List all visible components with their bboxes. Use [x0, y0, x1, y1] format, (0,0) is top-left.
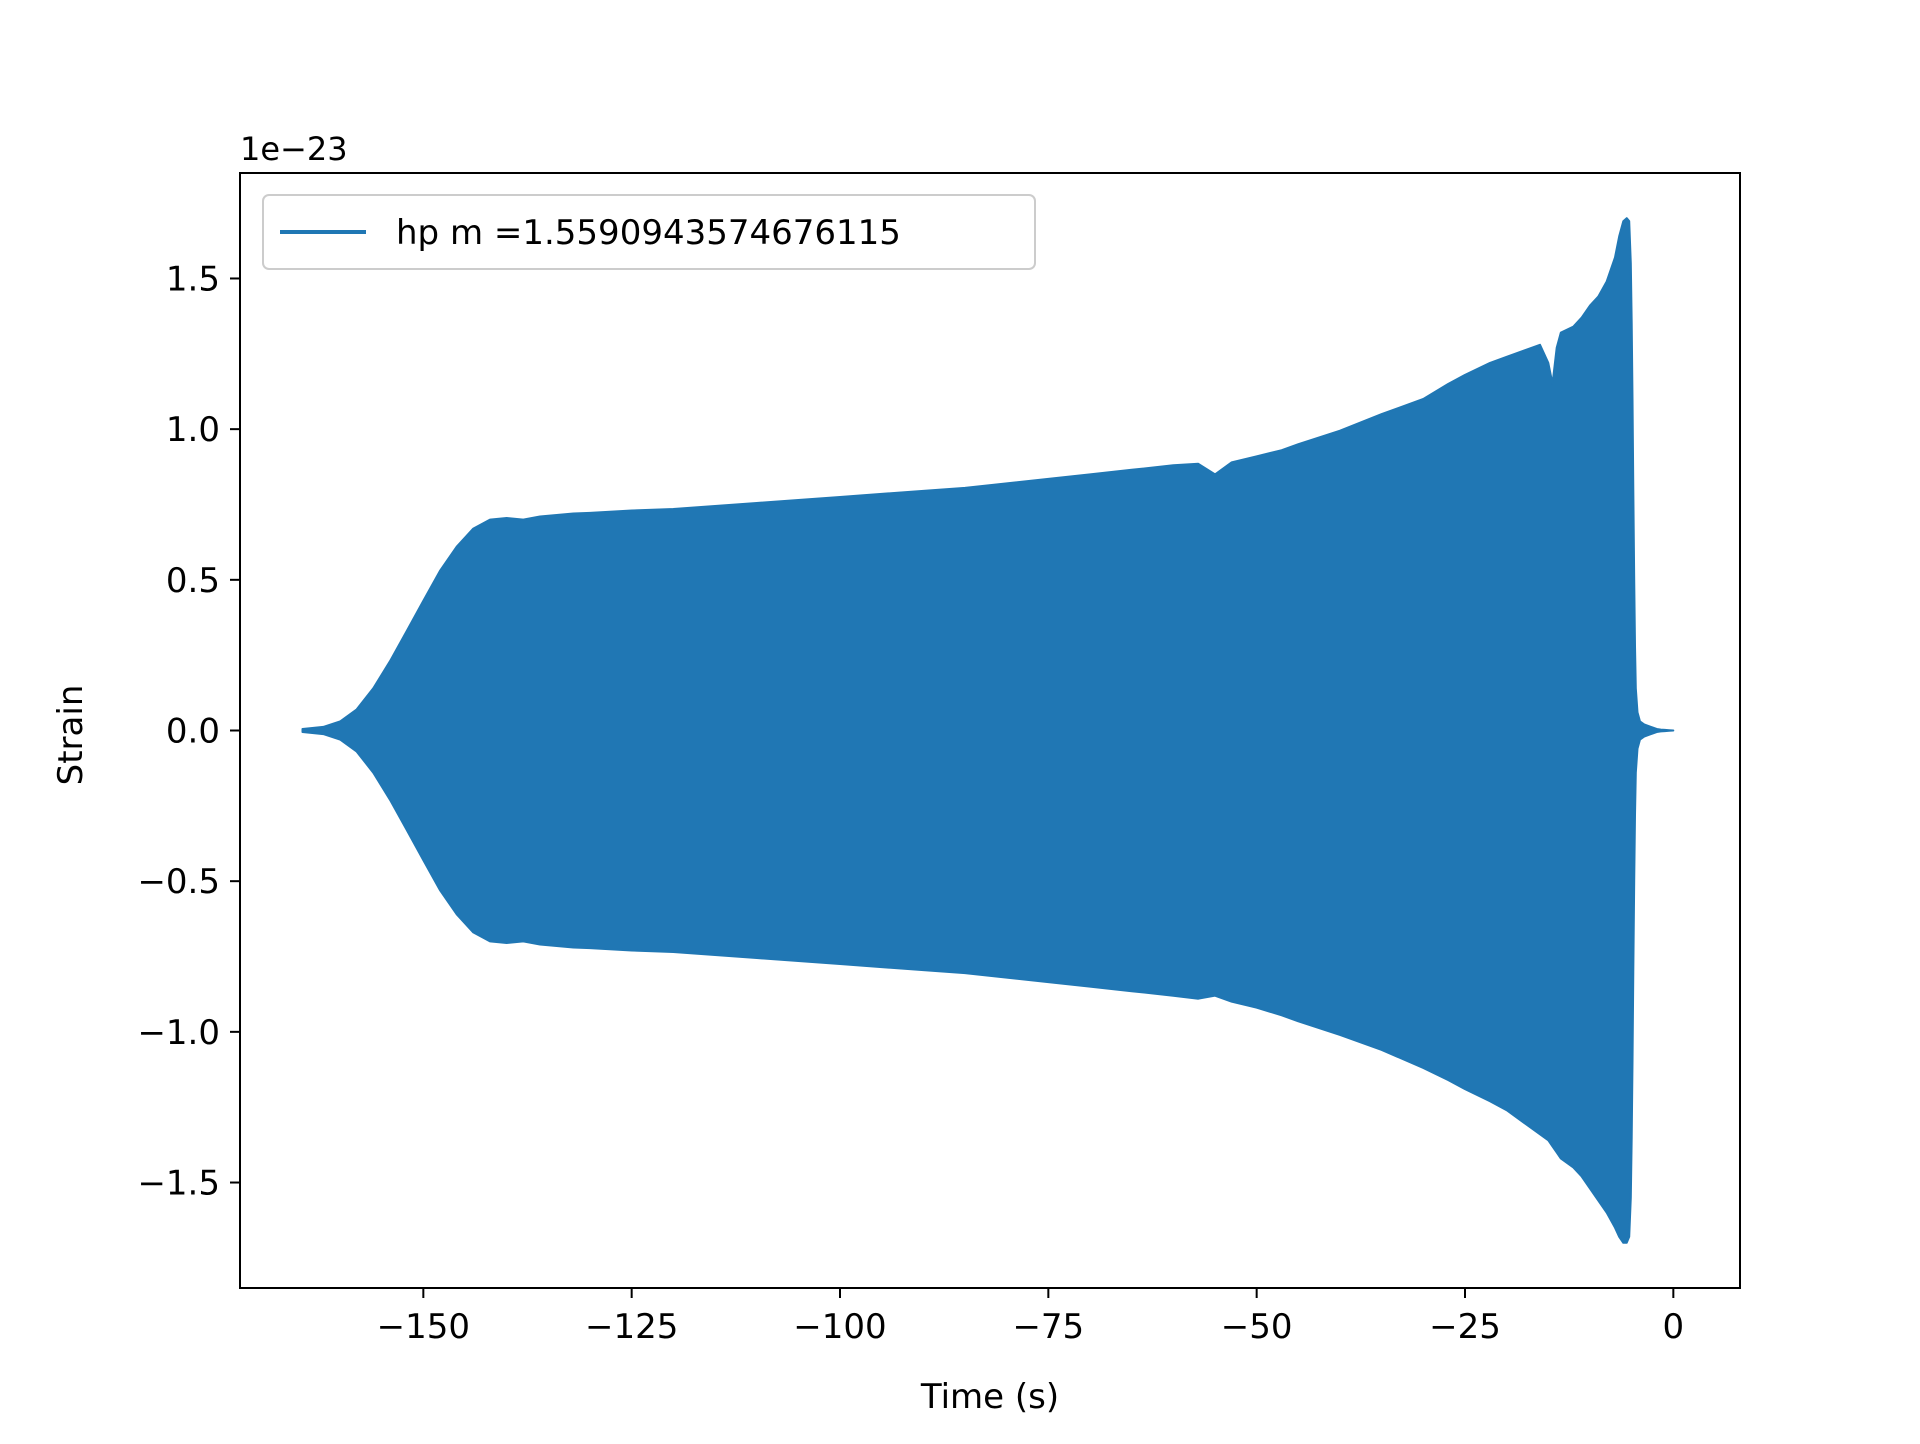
series-0-envelope — [301, 217, 1675, 1244]
y-tick-label: 1.5 — [166, 259, 220, 299]
y-axis-offset-label: 1e−23 — [240, 130, 348, 168]
y-tick-label: −1.5 — [137, 1164, 220, 1204]
x-tick-label: 0 — [1663, 1307, 1685, 1347]
y-tick-label: −0.5 — [137, 862, 220, 902]
y-axis-label: Strain — [51, 685, 91, 786]
x-tick-label: −75 — [1012, 1307, 1084, 1347]
y-axis-ticks: 1.5 1.0 0.5 0.0 −0.5 −1.0 −1.5 — [137, 259, 240, 1204]
legend-label: hp m =1.5590943574676115 — [396, 213, 901, 253]
y-tick-label: −1.0 — [137, 1013, 220, 1053]
x-tick-label: −100 — [793, 1307, 886, 1347]
legend-box — [262, 194, 1036, 270]
y-tick-label: 1.0 — [166, 410, 220, 450]
y-tick-label: 0.0 — [166, 712, 220, 752]
x-tick-label: −125 — [585, 1307, 678, 1347]
x-tick-label: −50 — [1221, 1307, 1293, 1347]
y-tick-label: 0.5 — [166, 561, 220, 601]
x-tick-label: −150 — [377, 1307, 470, 1347]
x-axis-label: Time (s) — [920, 1377, 1059, 1417]
legend: hp m =1.5590943574676115 — [262, 194, 1036, 270]
x-axis-ticks: −150 −125 −100 −75 −50 −25 0 — [377, 1288, 1685, 1347]
series-layer — [301, 217, 1675, 1244]
x-tick-label: −25 — [1429, 1307, 1501, 1347]
plot-frame — [239, 172, 1741, 1289]
